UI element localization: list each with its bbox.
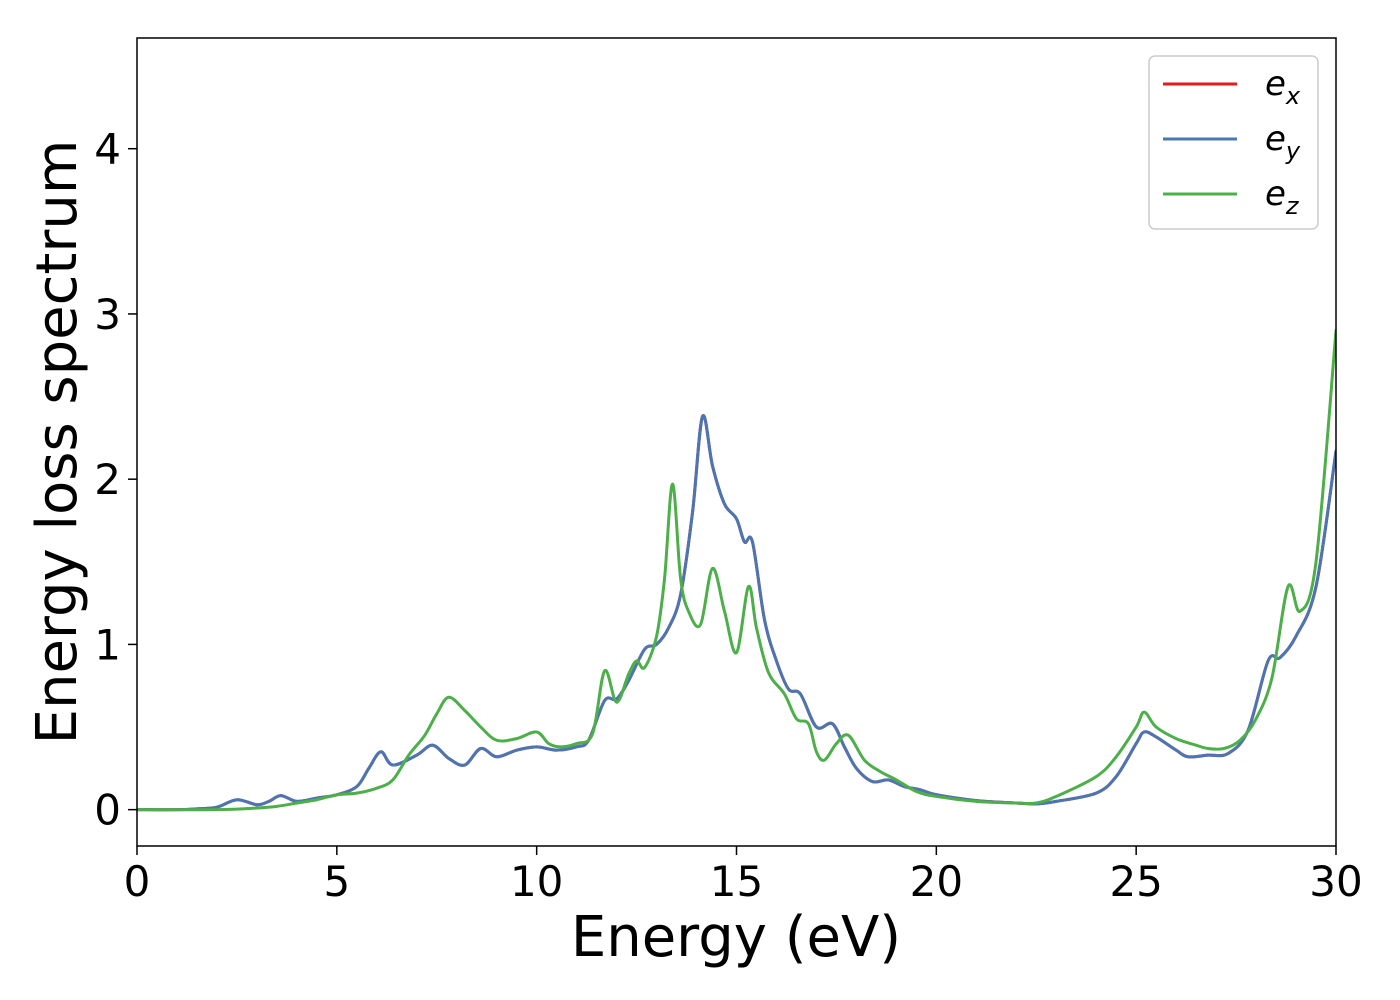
legend-label-ey: ey (1265, 119, 1301, 165)
x-tick-label: 15 (710, 857, 763, 906)
legend-label-ez: ez (1265, 174, 1300, 220)
x-tick-label: 0 (124, 857, 151, 906)
x-axis: 0 5 10 15 20 25 30 (124, 846, 1363, 906)
x-axis-label: Energy (eV) (571, 905, 901, 970)
x-tick-label: 30 (1309, 857, 1362, 906)
y-axis-label: Energy loss spectrum (25, 140, 90, 745)
y-tick-label: 1 (94, 620, 121, 669)
series-line-ez (137, 328, 1336, 812)
x-tick-label: 10 (510, 857, 563, 906)
series-layer (137, 328, 1336, 812)
legend-label-ex: ex (1265, 64, 1301, 110)
x-tick-label: 25 (1109, 857, 1162, 906)
x-tick-label: 20 (910, 857, 963, 906)
y-tick-label: 4 (94, 125, 121, 174)
x-tick-label: 5 (323, 857, 350, 906)
legend-box (1148, 55, 1319, 230)
y-tick-label: 0 (94, 786, 121, 835)
y-tick-label: 3 (94, 290, 121, 339)
y-tick-label: 2 (94, 455, 121, 504)
y-axis: 0 1 2 3 4 (94, 125, 137, 835)
series-line-ey (137, 414, 1336, 812)
legend: ex ey ez (1148, 55, 1319, 230)
